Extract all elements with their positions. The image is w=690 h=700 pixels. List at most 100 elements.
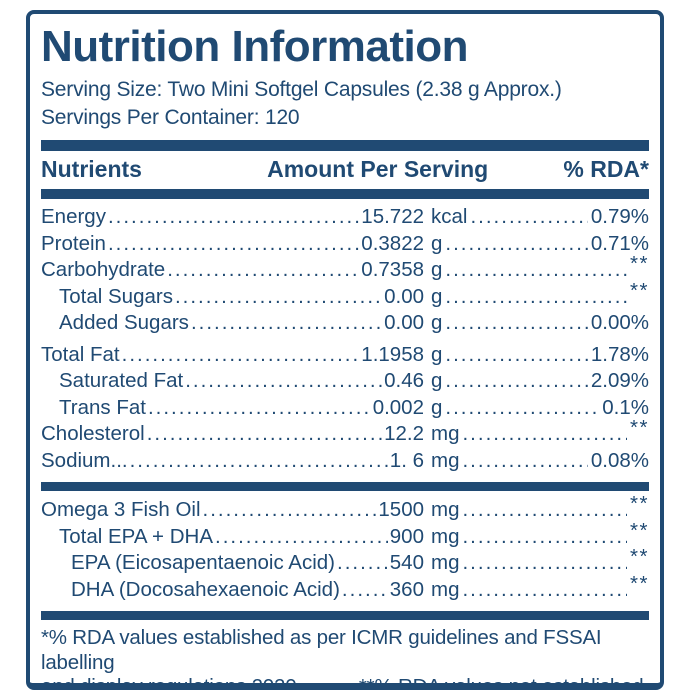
nutrient-unit: g	[431, 342, 443, 366]
nutrient-name: Trans Fat	[59, 395, 146, 419]
column-header-amount: Amount Per Serving	[267, 156, 489, 183]
dot-leader	[462, 550, 627, 577]
nutrient-rda: 0.71%	[590, 231, 649, 255]
footnotes: *% RDA values established as per ICMR gu…	[41, 626, 649, 690]
table-row: Energy 15.722 kcal 0.79%	[41, 204, 649, 231]
column-header-nutrients: Nutrients	[41, 156, 142, 183]
nutrient-rda: **	[630, 252, 649, 276]
table-row: Saturated Fat 0.46 g 2.09%	[41, 368, 649, 395]
nutrient-name: Sodium...	[41, 448, 128, 472]
table-row: DHA (Docosahexaenoic Acid) 360 mg **	[41, 572, 649, 604]
nutrient-amount: 0.00	[384, 284, 424, 308]
dot-leader	[445, 368, 587, 395]
label-title: Nutrition Information	[41, 22, 469, 71]
nutrient-table: Energy 15.722 kcal 0.79% Protein 0.3822 g …	[41, 204, 649, 474]
nutrient-name: DHA (Docosahexaenoic Acid)	[71, 577, 340, 601]
table-row: Protein 0.3822 g 0.71%	[41, 231, 649, 258]
dot-leader	[185, 368, 382, 395]
rda-footnote-line1: *% RDA values established as per ICMR gu…	[41, 626, 602, 674]
nutrient-rda: 0.79%	[590, 205, 649, 229]
table-row: Added Sugars 0.00 g 0.00%	[41, 310, 649, 337]
dot-leader	[462, 421, 627, 448]
nutrient-name: Added Sugars	[59, 311, 189, 335]
nutrient-amount: 0.7358	[361, 258, 424, 282]
dot-leader	[147, 421, 382, 448]
table-row: Carbohydrate 0.7358 g **	[41, 252, 649, 284]
nutrient-unit: g	[431, 258, 443, 282]
nutrient-amount: 0.002	[372, 395, 424, 419]
dot-leader	[122, 342, 360, 369]
dot-leader	[445, 342, 587, 369]
dot-leader	[445, 395, 599, 422]
nutrient-name: Omega 3 Fish Oil	[41, 498, 201, 522]
nutrient-unit: mg	[431, 498, 460, 522]
nutrient-amount: 1500	[378, 498, 424, 522]
nutrient-amount: 540	[389, 551, 424, 575]
dot-leader	[175, 284, 382, 311]
nutrient-unit: g	[431, 284, 443, 308]
dot-leader	[470, 204, 587, 231]
nutrient-amount: 0.00	[384, 311, 424, 335]
nutrient-unit: mg	[431, 577, 460, 601]
dot-leader	[342, 577, 388, 604]
nutrient-rda: 0.1%	[602, 395, 649, 419]
nutrient-rda: 0.00%	[590, 311, 649, 335]
dot-leader	[445, 284, 627, 311]
dot-leader	[462, 448, 587, 475]
nutrient-name: Cholesterol	[41, 422, 145, 446]
nutrient-amount: 900	[389, 524, 424, 548]
nutrient-name: Saturated Fat	[59, 369, 184, 393]
nutrient-rda: 2.09%	[590, 369, 649, 393]
nutrient-amount: 1. 6	[389, 448, 424, 472]
nutrient-unit: g	[431, 311, 443, 335]
dot-leader	[108, 204, 359, 231]
dot-leader	[462, 497, 627, 524]
table-row: Omega 3 Fish Oil 1500 mg **	[41, 492, 649, 524]
dot-leader	[108, 231, 359, 258]
table-row: Total Fat 1.1958 g 1.78%	[41, 342, 649, 369]
dot-leader	[445, 231, 587, 258]
divider-bar-header	[41, 189, 649, 200]
nutrient-unit: kcal	[431, 205, 468, 229]
table-row: Total EPA + DHA 900 mg **	[41, 519, 649, 551]
nutrient-amount: 0.3822	[361, 231, 424, 255]
nutrient-unit: mg	[431, 524, 460, 548]
nutrient-name: Energy	[41, 205, 106, 229]
dot-leader	[445, 257, 627, 284]
table-row: Cholesterol 12.2 mg **	[41, 416, 649, 448]
divider-bar-middle	[41, 482, 649, 492]
dot-leader	[445, 310, 587, 337]
nutrient-rda: 0.08%	[590, 448, 649, 472]
nutrient-rda: 1.78%	[590, 342, 649, 366]
nutrient-unit: mg	[431, 448, 460, 472]
column-header-rda: % RDA*	[563, 156, 649, 183]
divider-bar-bottom	[41, 611, 649, 621]
nutrient-amount: 15.722	[361, 205, 424, 229]
nutrient-rda: **	[630, 416, 649, 440]
nutrient-amount: 12.2	[384, 422, 424, 446]
nutrient-unit: mg	[431, 422, 460, 446]
dot-leader	[148, 395, 371, 422]
nutrient-rda: **	[630, 545, 649, 569]
nutrient-unit: g	[431, 231, 443, 255]
dot-leader	[462, 524, 627, 551]
servings-per-container-text: Servings Per Container: 120	[41, 105, 300, 129]
nutrient-rda: **	[630, 492, 649, 516]
not-established-note: **% RDA values not established.	[358, 675, 649, 690]
nutrient-rda: **	[630, 518, 649, 542]
dot-leader	[203, 497, 377, 524]
rda-footnote-line2: and display regulations 2020. **% RDA va…	[41, 675, 649, 690]
nutrient-unit: g	[431, 369, 443, 393]
serving-size-text: Serving Size: Two Mini Softgel Capsules …	[41, 78, 562, 102]
nutrient-rda: **	[630, 278, 649, 302]
nutrient-name: EPA (Eicosapentaenoic Acid)	[71, 551, 335, 575]
table-row: Sodium... 1. 6 mg 0.08%	[41, 448, 649, 475]
nutrient-name: Carbohydrate	[41, 258, 166, 282]
nutrient-unit: mg	[431, 551, 460, 575]
nutrient-name: Total EPA + DHA	[59, 524, 214, 548]
nutrient-amount: 0.46	[384, 369, 424, 393]
nutrient-amount: 1.1958	[361, 342, 424, 366]
table-row: EPA (Eicosapentaenoic Acid) 540 mg **	[41, 545, 649, 577]
nutrient-name: Protein	[41, 231, 106, 255]
dot-leader	[215, 524, 388, 551]
